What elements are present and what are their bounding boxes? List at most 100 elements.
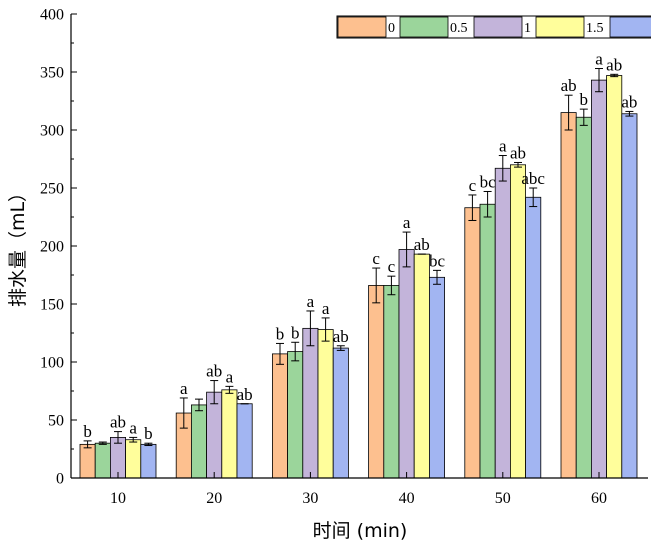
bar-1-30 xyxy=(302,327,319,479)
error-bar-0_5-50 xyxy=(483,190,492,218)
bars-layer xyxy=(79,75,638,479)
bar-0-40 xyxy=(368,285,385,479)
sig-label-1-20: ab xyxy=(206,362,222,381)
legend-label-1_5: 1.5 xyxy=(586,21,604,36)
sig-label-0-30: b xyxy=(276,324,285,343)
legend: 0 0.5 1 1.5 2 xyxy=(336,15,651,39)
bar-2-10 xyxy=(140,443,157,479)
sig-label-0-10: b xyxy=(83,422,92,441)
error-bar-1_5-50 xyxy=(514,161,522,168)
bar-0_5-10 xyxy=(94,442,111,479)
bar-1_5-40 xyxy=(413,253,430,479)
sig-label-2-10: b xyxy=(144,424,153,443)
error-bar-1_5-60 xyxy=(610,73,619,78)
sig-label-1_5-50: ab xyxy=(510,143,526,162)
bar-1_5-20 xyxy=(221,389,238,479)
sig-label-1-10: ab xyxy=(110,413,126,432)
y-tick-label-250: 250 xyxy=(40,181,64,198)
y-tick-label-400: 400 xyxy=(40,7,64,24)
bar-0_5-30 xyxy=(287,351,304,479)
bar-0-50 xyxy=(464,207,481,479)
error-bar-2-40 xyxy=(433,269,441,285)
sig-label-1_5-40: ab xyxy=(414,235,430,254)
error-bar-0_5-60 xyxy=(579,108,588,126)
bar-2-30 xyxy=(332,347,349,479)
legend-item-1: 1 xyxy=(473,16,531,38)
legend-item-0_5: 0.5 xyxy=(399,16,468,38)
error-bar-2-50 xyxy=(529,187,538,208)
bar-1_5-30 xyxy=(317,329,334,479)
error-bar-1-20 xyxy=(210,380,219,405)
bar-0_5-40 xyxy=(383,285,400,479)
error-bar-2-10 xyxy=(144,442,153,447)
y-tick-label-200: 200 xyxy=(40,239,64,256)
y-tick-label-350: 350 xyxy=(40,65,64,82)
x-tick-label-40: 40 xyxy=(399,490,415,507)
error-bar-0-20 xyxy=(179,397,188,429)
sig-label-0-40: c xyxy=(372,249,380,268)
legend-item-1_5: 1.5 xyxy=(535,16,604,38)
error-bar-1_5-30 xyxy=(321,317,330,342)
sig-label-1_5-30: a xyxy=(322,299,330,318)
error-bar-0-40 xyxy=(372,267,381,304)
bar-0-10 xyxy=(79,443,96,479)
bar-1-60 xyxy=(591,79,608,479)
error-bar-1-30 xyxy=(306,310,315,347)
error-bar-1_5-20 xyxy=(225,385,234,394)
sig-label-1-60: a xyxy=(595,50,603,69)
sig-label-2-20: ab xyxy=(237,385,253,404)
x-tick-label-60: 60 xyxy=(591,490,607,507)
error-bar-0-60 xyxy=(564,94,573,131)
y-tick-label-150: 150 xyxy=(40,297,64,314)
sig-label-0-20: a xyxy=(180,379,188,398)
y-tick-label-300: 300 xyxy=(40,123,64,140)
bar-2-60 xyxy=(621,113,638,479)
bar-0_5-50 xyxy=(479,203,496,479)
legend-label-0: 0 xyxy=(388,21,395,36)
bar-1_5-50 xyxy=(509,164,526,479)
legend-item-0: 0 xyxy=(337,16,395,38)
legend-label-0_5: 0.5 xyxy=(450,21,468,36)
bar-1-50 xyxy=(494,167,511,479)
legend-swatch-0 xyxy=(337,16,387,38)
sig-label-1-40: a xyxy=(403,213,411,232)
legend-swatch-0_5 xyxy=(399,16,449,38)
bar-1_5-10 xyxy=(125,439,142,479)
legend-swatch-2 xyxy=(609,16,651,38)
sig-label-0_5-60: b xyxy=(580,90,589,109)
legend-item-2: 2 xyxy=(609,16,651,38)
y-tick-label-100: 100 xyxy=(40,355,64,372)
sig-label-1-50: a xyxy=(499,137,507,156)
sig-label-0_5-50: bc xyxy=(480,172,497,191)
bar-0_5-20 xyxy=(190,404,207,479)
sig-label-1_5-20: a xyxy=(226,367,234,386)
sig-label-0-50: c xyxy=(469,176,477,195)
bar-2-50 xyxy=(525,196,542,479)
error-bar-2-30 xyxy=(336,345,345,351)
sig-label-2-30: ab xyxy=(333,327,349,346)
bar-0_5-60 xyxy=(575,116,592,479)
bar-0-60 xyxy=(560,112,577,479)
bar-2-20 xyxy=(236,403,253,479)
sig-label-1-30: a xyxy=(307,292,315,311)
error-bar-1-50 xyxy=(498,155,507,182)
error-bar-0-50 xyxy=(468,194,477,221)
bar-1-40 xyxy=(398,249,415,479)
error-bar-0_5-30 xyxy=(291,341,300,362)
legend-swatch-1_5 xyxy=(535,16,585,38)
bar-0-30 xyxy=(271,353,288,479)
error-bar-0-30 xyxy=(276,342,284,365)
error-bar-0_5-20 xyxy=(195,398,203,412)
y-tick-label-0: 0 xyxy=(56,471,64,488)
sig-label-0_5-30: b xyxy=(291,323,300,342)
error-bar-1-40 xyxy=(402,231,411,268)
sig-label-1_5-10: a xyxy=(129,418,137,437)
x-tick-label-50: 50 xyxy=(495,490,511,507)
sig-label-2-60: ab xyxy=(621,92,637,111)
error-bar-0-10 xyxy=(83,440,92,449)
error-bar-1-60 xyxy=(595,68,603,93)
x-tick-label-10: 10 xyxy=(110,490,126,507)
